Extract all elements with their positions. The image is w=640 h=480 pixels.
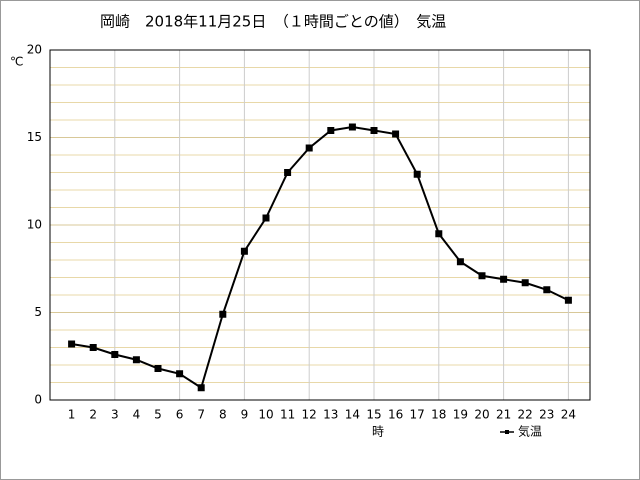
x-tick-label: 7: [197, 408, 205, 422]
data-point: [543, 286, 551, 294]
x-tick-label: 14: [345, 408, 360, 422]
data-point: [370, 127, 378, 134]
x-tick-label: 17: [410, 408, 425, 422]
data-point: [132, 356, 140, 364]
data-point: [392, 130, 400, 138]
x-tick-label: 18: [431, 408, 446, 422]
x-tick-label: 3: [111, 408, 119, 422]
x-tick-label: 8: [219, 408, 227, 422]
x-tick-label: 16: [388, 408, 403, 422]
data-point: [197, 384, 205, 392]
legend-marker: [505, 430, 509, 434]
data-point: [564, 296, 572, 304]
x-tick-label: 10: [258, 408, 273, 422]
x-tick-label: 4: [133, 408, 141, 422]
data-point: [68, 340, 76, 348]
x-tick-label: 6: [176, 408, 184, 422]
x-tick-label: 24: [561, 408, 576, 422]
x-tick-label: 23: [539, 408, 554, 422]
data-point: [219, 310, 227, 318]
data-point: [500, 275, 508, 283]
data-point: [89, 344, 97, 351]
plot-border: [49, 49, 591, 401]
data-point: [111, 351, 119, 358]
x-tick-label: 22: [518, 408, 533, 422]
data-point: [435, 230, 443, 238]
data-line: [71, 125, 569, 390]
x-tick-label: 21: [496, 408, 511, 422]
data-point: [456, 258, 464, 266]
x-axis-label: 時: [372, 425, 384, 439]
y-tick-label: 0: [34, 393, 42, 407]
data-point: [154, 365, 162, 372]
y-tick-label: 15: [27, 130, 42, 144]
data-point: [240, 247, 248, 255]
y-tick-label: 10: [27, 218, 42, 232]
data-point: [284, 169, 292, 176]
y-tick-label: 20: [27, 43, 42, 57]
data-point: [478, 272, 486, 280]
x-tick-label: 13: [323, 408, 338, 422]
y-tick-label: 5: [34, 305, 42, 319]
data-point: [262, 214, 270, 222]
x-tick-label: 12: [302, 408, 317, 422]
x-tick-label: 2: [89, 408, 97, 422]
y-axis-label: ℃: [10, 55, 23, 69]
x-tick-label: 19: [453, 408, 468, 422]
x-tick-label: 9: [241, 408, 249, 422]
x-tick-label: 5: [154, 408, 162, 422]
chart-title: 岡崎 2018年11月25日 （１時間ごとの値） 気温: [100, 13, 446, 31]
data-point: [413, 170, 421, 178]
data-point: [521, 279, 529, 287]
x-tick-label: 20: [474, 408, 489, 422]
data-point: [348, 123, 356, 131]
legend-label: 気温: [518, 424, 542, 439]
data-point: [305, 144, 313, 152]
data-point: [327, 127, 335, 134]
x-tick-label: 11: [280, 408, 295, 422]
x-tick-label: 15: [366, 408, 381, 422]
data-point: [176, 370, 184, 378]
x-tick-label: 1: [68, 408, 76, 422]
